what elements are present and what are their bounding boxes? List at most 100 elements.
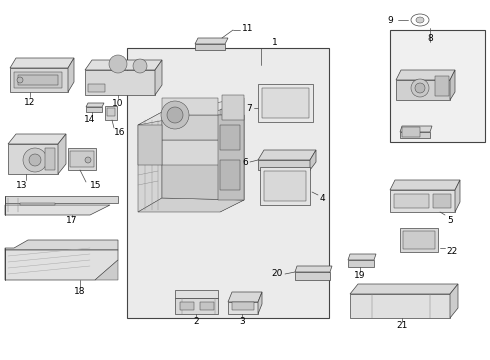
Circle shape xyxy=(109,55,127,73)
Polygon shape xyxy=(218,115,244,200)
Polygon shape xyxy=(195,44,225,50)
Circle shape xyxy=(161,101,189,129)
Bar xyxy=(180,302,194,310)
Bar xyxy=(70,151,94,167)
Circle shape xyxy=(17,77,23,83)
Circle shape xyxy=(23,148,47,172)
Text: 2: 2 xyxy=(193,318,199,327)
Bar xyxy=(433,194,451,208)
Bar xyxy=(14,72,62,88)
Bar xyxy=(200,302,214,310)
Polygon shape xyxy=(138,112,162,212)
Polygon shape xyxy=(348,260,374,267)
Polygon shape xyxy=(350,294,450,318)
Polygon shape xyxy=(88,84,105,92)
Polygon shape xyxy=(86,103,104,107)
Text: 11: 11 xyxy=(242,23,253,32)
Text: 7: 7 xyxy=(246,104,252,112)
Polygon shape xyxy=(390,190,455,212)
Text: 16: 16 xyxy=(114,127,126,136)
Text: 6: 6 xyxy=(242,158,248,166)
Polygon shape xyxy=(20,203,55,205)
Polygon shape xyxy=(175,298,218,314)
Polygon shape xyxy=(162,98,218,115)
Text: 20: 20 xyxy=(271,270,283,279)
Text: 4: 4 xyxy=(320,194,326,202)
Polygon shape xyxy=(85,70,155,95)
Polygon shape xyxy=(310,150,316,170)
Circle shape xyxy=(167,107,183,123)
Ellipse shape xyxy=(411,14,429,26)
Polygon shape xyxy=(162,160,244,200)
Polygon shape xyxy=(138,198,244,212)
Polygon shape xyxy=(450,70,455,100)
Bar xyxy=(220,125,240,150)
Polygon shape xyxy=(222,95,244,120)
Text: 9: 9 xyxy=(387,15,393,24)
Bar xyxy=(400,228,438,252)
Bar xyxy=(403,231,435,249)
Text: 18: 18 xyxy=(74,288,86,297)
Text: 3: 3 xyxy=(239,318,245,327)
Bar xyxy=(18,75,58,85)
Circle shape xyxy=(29,154,41,166)
Polygon shape xyxy=(350,284,458,294)
Polygon shape xyxy=(10,68,68,92)
Polygon shape xyxy=(155,60,162,95)
Text: 10: 10 xyxy=(112,99,124,108)
Bar xyxy=(390,30,485,142)
Polygon shape xyxy=(400,126,432,132)
Polygon shape xyxy=(390,180,460,190)
Polygon shape xyxy=(86,107,102,112)
Text: 14: 14 xyxy=(84,114,96,123)
Bar xyxy=(45,148,55,170)
Bar xyxy=(402,127,420,137)
Polygon shape xyxy=(68,58,74,92)
Text: 5: 5 xyxy=(447,216,453,225)
Bar xyxy=(262,88,309,118)
Polygon shape xyxy=(162,115,244,140)
Polygon shape xyxy=(162,140,244,165)
Polygon shape xyxy=(175,290,218,298)
Polygon shape xyxy=(396,70,455,80)
Circle shape xyxy=(415,83,425,93)
Bar xyxy=(68,148,96,170)
Polygon shape xyxy=(5,205,110,215)
Text: 19: 19 xyxy=(354,271,366,280)
Polygon shape xyxy=(295,266,332,272)
Text: 8: 8 xyxy=(427,33,433,42)
Text: 17: 17 xyxy=(66,216,78,225)
Polygon shape xyxy=(58,134,66,174)
Bar xyxy=(260,167,310,205)
Polygon shape xyxy=(85,60,162,70)
Polygon shape xyxy=(10,58,74,68)
Polygon shape xyxy=(228,302,258,314)
Bar xyxy=(220,160,240,190)
Polygon shape xyxy=(5,196,118,203)
Circle shape xyxy=(85,157,91,163)
Bar xyxy=(435,76,449,96)
Text: 15: 15 xyxy=(90,180,101,189)
Polygon shape xyxy=(138,98,244,125)
Bar xyxy=(232,302,254,310)
Text: 1: 1 xyxy=(272,37,278,46)
Text: 12: 12 xyxy=(24,98,36,107)
Polygon shape xyxy=(396,80,450,100)
Polygon shape xyxy=(258,292,262,314)
Text: 22: 22 xyxy=(446,248,457,256)
Bar xyxy=(264,171,306,201)
Bar xyxy=(105,106,117,120)
Polygon shape xyxy=(295,272,330,280)
Bar xyxy=(107,108,115,116)
Text: 13: 13 xyxy=(16,180,28,189)
Polygon shape xyxy=(5,240,118,250)
Polygon shape xyxy=(348,254,376,260)
Circle shape xyxy=(133,59,147,73)
Circle shape xyxy=(411,79,429,97)
Bar xyxy=(394,194,429,208)
Polygon shape xyxy=(220,98,244,212)
Polygon shape xyxy=(8,134,66,144)
Text: 21: 21 xyxy=(396,321,408,330)
Polygon shape xyxy=(8,144,58,174)
Polygon shape xyxy=(258,150,316,160)
